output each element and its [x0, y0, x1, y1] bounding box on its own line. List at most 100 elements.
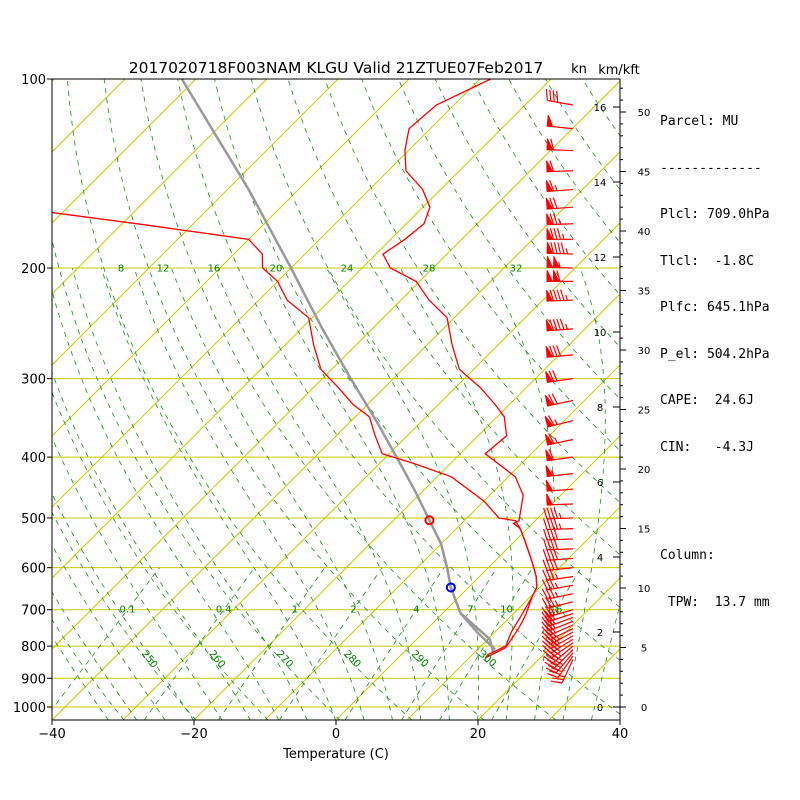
wind-barb-feather [541, 630, 551, 641]
mixing-ratio-label: 2 [350, 605, 356, 616]
isotherm-line [52, 79, 552, 579]
wind-barb [546, 138, 574, 152]
wind-barb-feather [548, 604, 556, 616]
moist-adiabat-line [52, 543, 166, 720]
wind-barb [545, 465, 574, 477]
mixing-ratio-label: 16 [550, 605, 563, 616]
wind-barb-flag [546, 255, 554, 268]
info-column: Column: [660, 548, 715, 563]
temperature-tick-label: 20 [470, 727, 487, 742]
wind-barb-feather [550, 518, 555, 530]
moist-adiabat-label: 28 [423, 264, 436, 275]
wind-barb-flag [545, 180, 554, 192]
wind-barb-feather [548, 394, 555, 405]
temperature-tick-label: −40 [38, 727, 65, 742]
parcel-profile-line [180, 79, 495, 654]
wind-barb [546, 493, 574, 506]
wind-barb [542, 548, 574, 561]
wind-barb-feather [549, 89, 552, 102]
wind-barb-flag [545, 465, 554, 477]
wind-barb-half-feather [554, 600, 559, 606]
wind-barb-feather [549, 228, 555, 240]
kft-tick-label: 20 [638, 465, 651, 476]
moist-adiabat-label: 8 [118, 264, 124, 275]
wind-barb-feather [549, 213, 555, 225]
wind-barb-feather [544, 605, 552, 617]
wind-barb-feather [544, 620, 553, 630]
wind-barb-feather [559, 318, 565, 330]
isotherm-line [335, 435, 620, 720]
wind-barb-feather [549, 160, 555, 172]
km-tick-label: 4 [597, 553, 603, 564]
dry-adiabat-line [52, 238, 341, 720]
wind-barb-feather [543, 507, 548, 520]
moist-adiabat-line [71, 267, 308, 720]
wind-barb-feather [542, 644, 552, 654]
wind-barb [542, 558, 574, 571]
moist-adiabat-label: 16 [208, 264, 221, 275]
dry-adiabat-line [214, 79, 620, 661]
wind-barb-feather [544, 624, 553, 635]
wind-barb-feather [553, 228, 558, 240]
wind-barb-feather [541, 597, 549, 609]
info-cin: CIN: -4.3J [660, 439, 754, 455]
wind-barb [541, 609, 574, 623]
wind-barb-flag [545, 345, 554, 358]
km-kft-axis-label: km/kft [598, 63, 640, 78]
isotherm-line [52, 80, 620, 650]
kft-tick-label: 15 [638, 525, 651, 536]
pressure-tick-label: 600 [21, 562, 46, 577]
wind-barb-flag [546, 241, 554, 254]
moist-adiabat-line [214, 267, 422, 720]
wind-barb-feather [541, 616, 550, 627]
wind-barb-feather [553, 548, 559, 560]
isotherm-line [52, 79, 410, 437]
kft-tick-label: 50 [638, 108, 651, 119]
wind-barb-flag [545, 319, 554, 332]
wind-barb-feather [553, 242, 558, 254]
wind-barb-feather [545, 667, 557, 674]
wind-barb-feather [560, 242, 565, 254]
wind-barb-half-feather [554, 185, 558, 191]
pressure-tick-label: 400 [21, 451, 46, 466]
isotherm-line [52, 79, 197, 224]
wind-barb-feather [548, 609, 556, 620]
wind-barb [546, 160, 574, 173]
wind-barb-staff [546, 517, 574, 520]
mixing-ratio-line [439, 567, 533, 720]
wind-barb-flag [546, 493, 554, 506]
wind-barb-feather [550, 242, 555, 254]
pressure-tick-label: 100 [21, 73, 46, 88]
wind-barb-feather [547, 673, 559, 679]
wind-barb-flag [544, 433, 554, 446]
wind-barb-feather [553, 507, 559, 519]
grid-layer [52, 79, 620, 720]
kft-tick-label: 45 [638, 168, 651, 179]
wind-barb-feather [549, 197, 555, 209]
info-tlcl: Tlcl: -1.8C [660, 253, 754, 269]
wind-barb-staff [546, 538, 574, 541]
wind-barb-feather [550, 138, 555, 151]
kft-tick-label: 5 [641, 644, 647, 655]
wind-barb [541, 623, 574, 637]
moist-adiabat-label: 32 [510, 264, 523, 275]
wind-barb-feather [553, 528, 559, 540]
temperature-tick-label: 40 [612, 727, 629, 742]
wind-barb-half-feather [554, 591, 559, 598]
wind-barb [541, 604, 574, 618]
moist-adiabat-label: 12 [157, 264, 170, 275]
km-tick-label: 6 [597, 478, 603, 489]
dry-adiabat-line [52, 719, 53, 720]
wind-barb-feather [544, 661, 555, 669]
wind-barb-feather [552, 197, 558, 209]
kft-tick-label: 0 [641, 703, 647, 714]
moist-adiabat-line [326, 267, 480, 720]
wind-barb-feather [542, 559, 548, 571]
wind-barb-half-feather [554, 608, 559, 615]
info-parcel: Parcel: MU [660, 114, 739, 129]
wind-barb-feather [552, 90, 555, 102]
wind-barb [546, 255, 574, 269]
lfc-marker [445, 582, 456, 593]
wind-barb-flag [544, 415, 555, 428]
